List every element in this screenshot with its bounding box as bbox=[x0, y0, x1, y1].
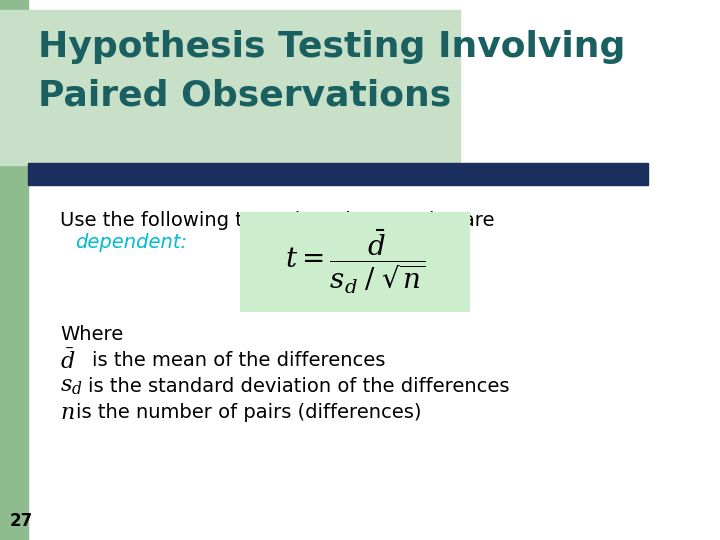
Text: Use the following test when the samples are: Use the following test when the samples … bbox=[60, 211, 495, 229]
Text: 27: 27 bbox=[10, 512, 33, 530]
Text: Paired Observations: Paired Observations bbox=[38, 78, 451, 112]
Bar bbox=[0, 10, 460, 165]
Text: is the number of pairs (differences): is the number of pairs (differences) bbox=[76, 403, 421, 422]
Text: Hypothesis Testing Involving: Hypothesis Testing Involving bbox=[38, 30, 626, 64]
Text: $\bar{d}$: $\bar{d}$ bbox=[60, 348, 76, 374]
Text: Where: Where bbox=[60, 326, 123, 345]
Text: $s_d$: $s_d$ bbox=[60, 377, 83, 397]
Text: is the standard deviation of the differences: is the standard deviation of the differe… bbox=[88, 377, 510, 396]
Text: $n$: $n$ bbox=[60, 403, 75, 423]
Text: $t = \dfrac{\bar{d}}{s_d \;/\; \sqrt{n}}$: $t = \dfrac{\bar{d}}{s_d \;/\; \sqrt{n}}… bbox=[284, 228, 426, 296]
Text: is the mean of the differences: is the mean of the differences bbox=[92, 352, 385, 370]
Bar bbox=[28, 163, 648, 185]
Bar bbox=[0, 0, 28, 540]
Text: dependent:: dependent: bbox=[75, 233, 187, 252]
Bar bbox=[240, 212, 470, 312]
